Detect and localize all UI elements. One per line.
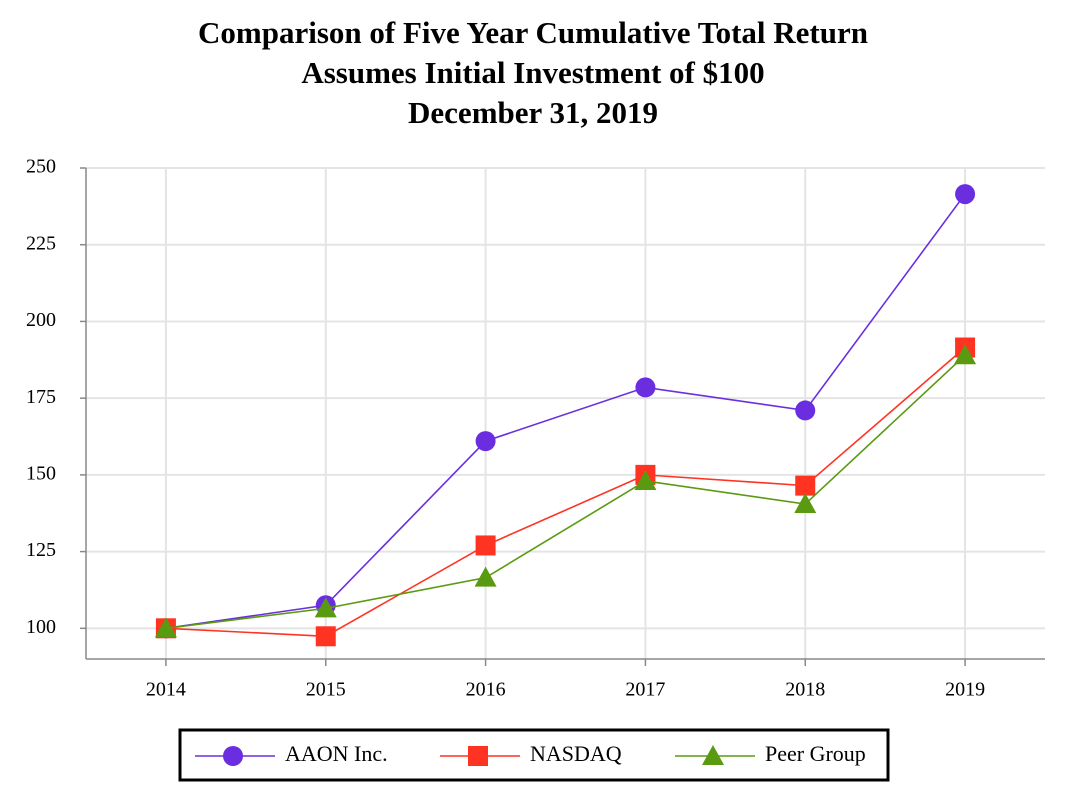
y-tick-label: 175 xyxy=(26,386,56,408)
y-tick-label: 225 xyxy=(26,232,56,254)
marker xyxy=(795,400,816,421)
marker xyxy=(154,617,177,638)
legend-marker xyxy=(468,746,488,766)
x-tick-label: 2018 xyxy=(785,679,825,701)
y-tick-label: 250 xyxy=(26,156,56,178)
marker xyxy=(475,431,496,452)
marker xyxy=(955,184,976,205)
legend-marker xyxy=(223,746,243,766)
chart-subtitle: Assumes Initial Investment of $100 xyxy=(301,55,764,90)
x-tick-label: 2016 xyxy=(466,679,506,701)
x-tick-label: 2019 xyxy=(945,679,985,701)
marker xyxy=(314,597,337,618)
chart-title: Comparison of Five Year Cumulative Total… xyxy=(198,15,868,50)
marker xyxy=(475,535,496,556)
y-tick-label: 125 xyxy=(26,539,56,561)
marker xyxy=(635,377,656,398)
series-line xyxy=(165,193,966,630)
legend-marker xyxy=(702,745,724,765)
legend-label: NASDAQ xyxy=(530,741,622,766)
marker xyxy=(634,470,657,491)
marker xyxy=(794,493,817,514)
x-tick-label: 2017 xyxy=(625,679,665,701)
x-tick-label: 2014 xyxy=(146,679,186,701)
marker xyxy=(795,475,816,496)
marker xyxy=(954,344,977,365)
y-tick-label: 100 xyxy=(26,616,56,638)
marker xyxy=(315,626,336,647)
chart-subtitle: December 31, 2019 xyxy=(408,95,658,130)
y-tick-label: 200 xyxy=(26,309,56,331)
marker xyxy=(474,566,497,587)
legend-label: AAON Inc. xyxy=(285,741,388,766)
legend-label: Peer Group xyxy=(765,741,866,766)
legend-box xyxy=(178,728,890,782)
series-line xyxy=(165,346,966,638)
y-tick-label: 150 xyxy=(26,462,56,484)
x-tick-label: 2015 xyxy=(306,679,346,701)
series-line xyxy=(165,354,966,630)
